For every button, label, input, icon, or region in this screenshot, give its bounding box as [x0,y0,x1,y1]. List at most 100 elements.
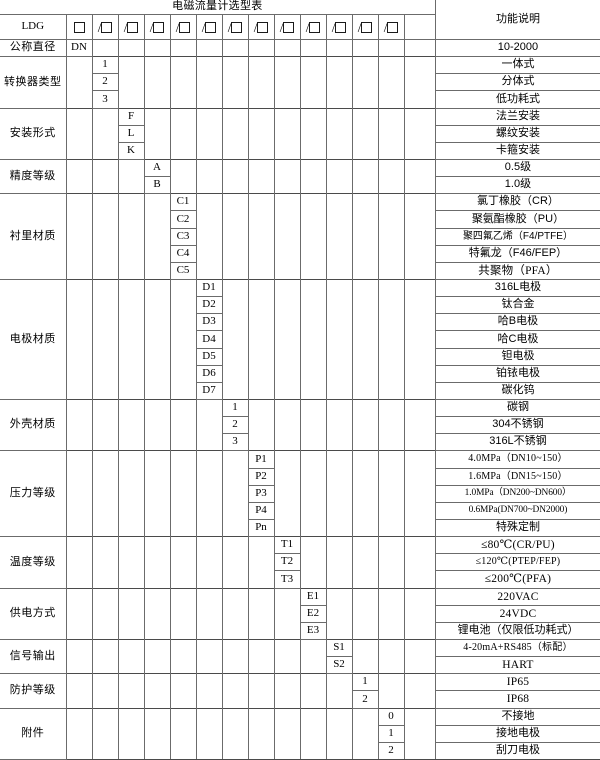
spacer-cell [221,296,249,314]
option-code[interactable]: D1 [195,279,223,297]
option-code[interactable]: D2 [195,296,223,314]
spacer-cell [65,228,93,246]
row-filler [404,349,435,366]
code-box-icon[interactable] [283,21,295,33]
code-box-slot-13[interactable]: / [377,14,405,40]
spacer-cell [195,416,223,434]
code-box-icon[interactable] [179,21,191,33]
code-box-slot-5[interactable]: / [169,14,197,40]
code-box-icon[interactable] [73,21,85,33]
spacer-cell [195,210,223,229]
spacer-cell [65,365,93,383]
spacer-cell [299,382,327,400]
code-box-slot-1[interactable] [65,14,93,40]
option-code[interactable]: C2 [169,210,197,229]
option-code[interactable]: DN [65,39,93,57]
option-code[interactable]: P1 [247,450,275,469]
spacer-cell [273,519,301,537]
option-code[interactable]: 3 [91,90,119,109]
option-code[interactable]: S1 [325,639,353,657]
option-code[interactable]: 2 [91,73,119,91]
spacer-cell [325,90,353,109]
code-box-icon[interactable] [127,21,139,33]
option-code[interactable]: 3 [221,433,249,451]
option-code[interactable]: C4 [169,245,197,263]
spacer-cell [273,279,301,297]
option-code[interactable]: 2 [377,742,405,760]
option-code[interactable]: L [117,125,145,143]
option-code[interactable]: T2 [273,553,301,571]
spacer-cell [299,690,327,709]
option-code[interactable]: P3 [247,485,275,503]
option-code[interactable]: 1 [91,56,119,74]
option-code[interactable]: E2 [299,605,327,623]
row-filler [404,56,436,74]
code-box-icon[interactable] [101,21,113,33]
option-code[interactable]: D3 [195,313,223,331]
option-code[interactable]: S2 [325,656,353,674]
spacer-cell [143,193,171,211]
code-box-icon[interactable] [205,21,217,33]
option-code[interactable]: D4 [195,330,223,349]
code-box-slot-11[interactable]: / [325,14,353,40]
spacer-cell [169,622,197,640]
code-box-icon[interactable] [153,21,165,33]
option-code[interactable]: T3 [273,570,301,589]
option-code[interactable]: A [143,159,171,177]
function-description: 316L电极 [434,279,600,297]
code-box-icon[interactable] [309,21,321,33]
code-box-slot-7[interactable]: / [221,14,249,40]
code-box-slot-6[interactable]: / [195,14,223,40]
option-code[interactable]: 0 [377,708,405,726]
option-code[interactable]: 2 [221,416,249,434]
spacer-cell [195,245,223,263]
option-code[interactable]: C1 [169,193,197,211]
option-code[interactable]: P4 [247,502,275,520]
category-label: 附件 [0,708,67,760]
code-box-icon[interactable] [387,21,399,33]
code-box-slot-12[interactable]: / [351,14,379,40]
option-code[interactable]: E3 [299,622,327,640]
option-code[interactable]: P2 [247,468,275,486]
option-code[interactable]: 1 [221,399,249,417]
spacer-cell [117,210,145,229]
spacer-cell [351,656,379,674]
category-label: 压力等级 [0,450,67,537]
option-code[interactable]: 2 [351,690,379,709]
option-code[interactable]: C3 [169,228,197,246]
code-box-icon[interactable] [335,21,347,33]
spacer-cell [351,176,379,194]
spacer-cell [247,742,275,760]
code-box-slot-3[interactable]: / [117,14,145,40]
code-box-slot-10[interactable]: / [299,14,327,40]
option-code[interactable]: C5 [169,262,197,280]
option-code[interactable]: D7 [195,382,223,400]
code-box-slot-2[interactable]: / [91,14,119,40]
spacer-cell [325,228,353,246]
spacer-cell [195,142,223,160]
option-code[interactable]: 1 [377,725,405,743]
spacer-cell [143,365,171,383]
option-code[interactable]: B [143,176,171,194]
code-box-icon[interactable] [257,21,269,33]
spacer-cell [221,708,249,726]
option-code[interactable]: E1 [299,588,327,606]
option-code[interactable]: D5 [195,348,223,366]
option-code[interactable]: T1 [273,536,301,554]
spacer-cell [351,73,379,91]
option-code[interactable]: F [117,108,145,126]
code-box-icon[interactable] [231,21,243,33]
spacer-cell [91,262,119,280]
row-filler [404,742,436,760]
code-box-slot-8[interactable]: / [247,14,275,40]
function-description: 特氟龙（F46/FEP） [434,245,600,263]
code-box-slot-4[interactable]: / [143,14,171,40]
code-box-slot-9[interactable]: / [273,14,301,40]
option-code[interactable]: K [117,142,145,160]
spacer-cell [247,570,275,589]
option-code[interactable]: 1 [351,673,379,691]
option-code[interactable]: D6 [195,365,223,383]
spacer-cell [65,279,93,297]
option-code[interactable]: Pn [247,519,275,537]
code-box-icon[interactable] [361,21,373,33]
